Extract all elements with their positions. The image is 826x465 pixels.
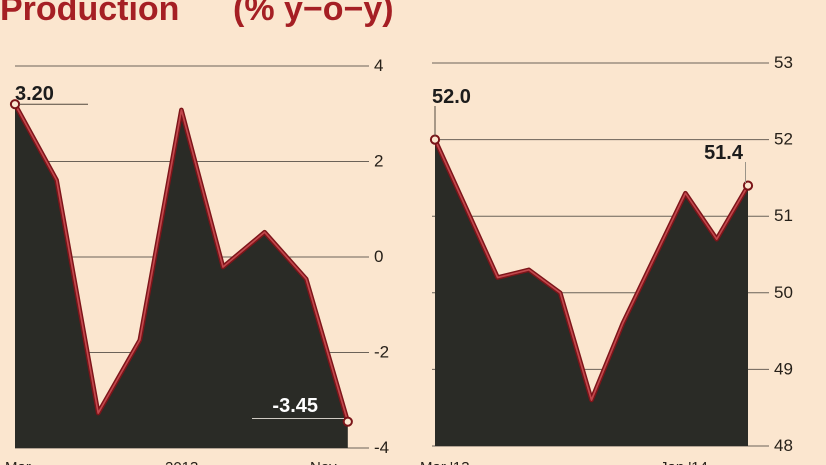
svg-text:52.0: 52.0	[432, 86, 471, 108]
svg-text:Jan '14: Jan '14	[660, 459, 708, 465]
svg-text:48: 48	[774, 436, 793, 455]
svg-text:51.4: 51.4	[704, 142, 744, 164]
svg-text:-3.45: -3.45	[272, 395, 318, 417]
svg-text:52: 52	[774, 130, 793, 149]
svg-text:3.20: 3.20	[15, 83, 54, 105]
svg-text:-2: -2	[374, 343, 389, 362]
svg-text:-4: -4	[374, 438, 389, 457]
svg-text:Mar: Mar	[5, 459, 31, 465]
svg-text:2013: 2013	[165, 459, 198, 465]
svg-text:0: 0	[374, 247, 383, 266]
svg-text:53: 53	[774, 53, 793, 72]
svg-text:Mar '13: Mar '13	[420, 459, 470, 465]
svg-text:51: 51	[774, 206, 793, 225]
svg-text:50: 50	[774, 283, 793, 302]
svg-text:4: 4	[374, 56, 383, 75]
svg-text:2: 2	[374, 152, 383, 171]
svg-text:49: 49	[774, 359, 793, 378]
svg-text:Nov: Nov	[310, 459, 337, 465]
